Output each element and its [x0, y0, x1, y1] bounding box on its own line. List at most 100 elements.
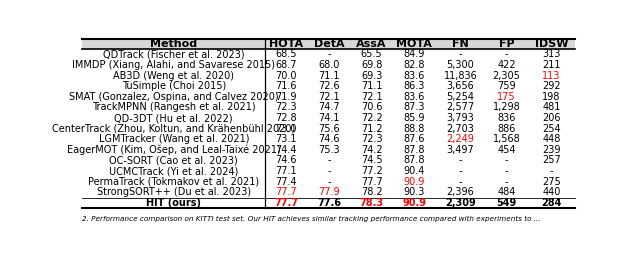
- Text: 83.6: 83.6: [404, 92, 425, 102]
- Text: 484: 484: [497, 187, 516, 197]
- Text: 448: 448: [542, 134, 561, 144]
- Text: 198: 198: [542, 92, 561, 102]
- Text: 113: 113: [542, 71, 561, 81]
- Text: 77.7: 77.7: [275, 198, 298, 208]
- Text: 78.2: 78.2: [361, 187, 383, 197]
- Text: 2,249: 2,249: [447, 134, 474, 144]
- Text: AssA: AssA: [356, 39, 387, 49]
- Text: 2,703: 2,703: [447, 124, 474, 134]
- Text: 86.3: 86.3: [404, 81, 425, 91]
- Text: 206: 206: [542, 113, 561, 123]
- Text: 5,254: 5,254: [447, 92, 474, 102]
- Text: 440: 440: [542, 187, 561, 197]
- Text: 481: 481: [542, 102, 561, 112]
- Text: 68.5: 68.5: [276, 49, 297, 59]
- Text: 71.1: 71.1: [361, 81, 382, 91]
- Text: IDSW: IDSW: [535, 39, 568, 49]
- Text: 75.3: 75.3: [318, 145, 340, 155]
- Text: 254: 254: [542, 124, 561, 134]
- Text: 77.7: 77.7: [361, 177, 383, 187]
- Text: 90.3: 90.3: [404, 187, 425, 197]
- Text: 175: 175: [497, 92, 516, 102]
- Text: TrackMPNN (Rangesh et al. 2021): TrackMPNN (Rangesh et al. 2021): [92, 102, 255, 112]
- Text: 313: 313: [542, 49, 561, 59]
- Text: 3,497: 3,497: [447, 145, 474, 155]
- Text: 71.1: 71.1: [318, 71, 340, 81]
- Text: 70.0: 70.0: [276, 71, 297, 81]
- Text: 284: 284: [541, 198, 562, 208]
- Text: FP: FP: [499, 39, 515, 49]
- Text: 72.6: 72.6: [318, 81, 340, 91]
- Text: 886: 886: [497, 124, 516, 134]
- Text: 65.5: 65.5: [361, 49, 383, 59]
- Text: PermaTrack (Tokmakov et al. 2021): PermaTrack (Tokmakov et al. 2021): [88, 177, 259, 187]
- Text: IMMDP (Xiang, Alahi, and Savarese 2015): IMMDP (Xiang, Alahi, and Savarese 2015): [72, 60, 275, 70]
- Bar: [83, 39, 575, 49]
- Text: 87.3: 87.3: [403, 102, 425, 112]
- Text: 77.1: 77.1: [276, 166, 297, 176]
- Text: -: -: [459, 166, 462, 176]
- Text: 74.1: 74.1: [318, 113, 340, 123]
- Text: 275: 275: [542, 177, 561, 187]
- Text: 90.4: 90.4: [404, 166, 425, 176]
- Text: 71.2: 71.2: [361, 124, 383, 134]
- Text: 77.2: 77.2: [361, 166, 383, 176]
- Text: QD-3DT (Hu et al. 2022): QD-3DT (Hu et al. 2022): [115, 113, 233, 123]
- Text: MOTA: MOTA: [396, 39, 432, 49]
- Text: 85.9: 85.9: [403, 113, 425, 123]
- Text: FN: FN: [452, 39, 469, 49]
- Text: 2,396: 2,396: [447, 187, 474, 197]
- Text: 88.8: 88.8: [404, 124, 425, 134]
- Text: 74.6: 74.6: [276, 155, 297, 165]
- Text: 5,300: 5,300: [447, 60, 474, 70]
- Text: 71.9: 71.9: [276, 92, 297, 102]
- Text: 72.2: 72.2: [361, 113, 383, 123]
- Text: 11,836: 11,836: [444, 71, 477, 81]
- Text: 549: 549: [497, 198, 516, 208]
- Text: OC-SORT (Cao et al. 2023): OC-SORT (Cao et al. 2023): [109, 155, 238, 165]
- Text: 72.3: 72.3: [276, 102, 297, 112]
- Text: 70.6: 70.6: [361, 102, 382, 112]
- Text: 836: 836: [497, 113, 516, 123]
- Text: -: -: [459, 177, 462, 187]
- Text: 2. Performance comparison on KITTI test set. Our HIT achieves similar tracking p: 2. Performance comparison on KITTI test …: [83, 216, 541, 222]
- Text: -: -: [327, 155, 331, 165]
- Text: 74.4: 74.4: [276, 145, 297, 155]
- Text: 83.6: 83.6: [404, 71, 425, 81]
- Text: -: -: [505, 155, 508, 165]
- Text: 211: 211: [542, 60, 561, 70]
- Text: Method: Method: [150, 39, 197, 49]
- Text: EagerMOT (Kim, Ošep, and Leal-Taixé 2021): EagerMOT (Kim, Ošep, and Leal-Taixé 2021…: [67, 145, 281, 155]
- Text: 73.1: 73.1: [276, 134, 297, 144]
- Text: -: -: [327, 166, 331, 176]
- Text: SMAT (Gonzalez, Ospina, and Calvez 2020): SMAT (Gonzalez, Ospina, and Calvez 2020): [69, 92, 278, 102]
- Text: 77.4: 77.4: [276, 177, 297, 187]
- Text: 292: 292: [542, 81, 561, 91]
- Text: 77.7: 77.7: [276, 187, 298, 197]
- Text: 72.8: 72.8: [276, 113, 297, 123]
- Text: AB3D (Weng et al. 2020): AB3D (Weng et al. 2020): [113, 71, 234, 81]
- Text: HIT (ours): HIT (ours): [147, 198, 202, 208]
- Text: CenterTrack (Zhou, Koltun, and Krähenbühl 2020): CenterTrack (Zhou, Koltun, and Krähenbüh…: [52, 124, 296, 134]
- Text: 69.8: 69.8: [361, 60, 382, 70]
- Text: 68.7: 68.7: [276, 60, 297, 70]
- Text: 71.6: 71.6: [276, 81, 297, 91]
- Text: 73.0: 73.0: [276, 124, 297, 134]
- Text: 90.9: 90.9: [403, 198, 426, 208]
- Text: -: -: [550, 166, 553, 176]
- Text: -: -: [505, 166, 508, 176]
- Text: UCMCTrack (Yi et al. 2024): UCMCTrack (Yi et al. 2024): [109, 166, 239, 176]
- Text: 87.8: 87.8: [403, 145, 425, 155]
- Text: 257: 257: [542, 155, 561, 165]
- Text: 239: 239: [542, 145, 561, 155]
- Text: 68.0: 68.0: [318, 60, 340, 70]
- Text: 1,568: 1,568: [493, 134, 520, 144]
- Text: 69.3: 69.3: [361, 71, 382, 81]
- Text: 82.8: 82.8: [403, 60, 425, 70]
- Text: -: -: [459, 155, 462, 165]
- Text: QDTrack (Fischer et al. 2023): QDTrack (Fischer et al. 2023): [103, 49, 244, 59]
- Text: HOTA: HOTA: [269, 39, 303, 49]
- Text: 75.6: 75.6: [318, 124, 340, 134]
- Text: 74.7: 74.7: [318, 102, 340, 112]
- Text: 77.9: 77.9: [318, 187, 340, 197]
